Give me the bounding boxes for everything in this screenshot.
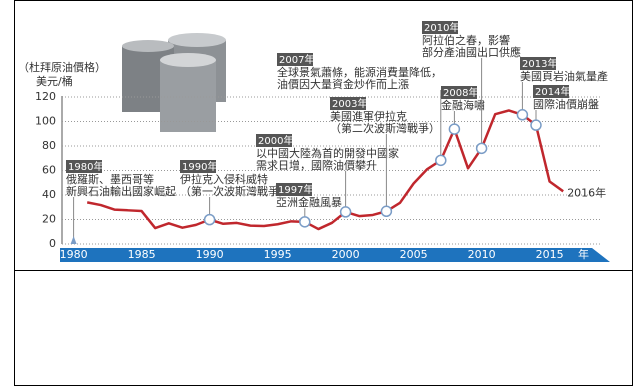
event-marker [339,206,352,218]
event-marker [475,142,488,155]
x-tick-label: 2005 [400,248,428,261]
y-tick-label: 120 [35,90,56,103]
y-tick-label: 60 [42,164,56,177]
annotation-text: （第一次波斯灣戰爭） [180,184,290,198]
event-marker [70,236,77,244]
x-axis-bar [60,248,610,262]
y-axis-unit: 美元/桶 [36,74,73,88]
annotation-label-box [66,160,102,173]
price-line [86,109,564,231]
annotation-text: 新興石油輸出國家崛起 [66,184,176,198]
barrels-illustration [122,33,226,132]
annotation-label: 2013年 [522,57,557,70]
annotation-text: 阿拉伯之春，影響 [422,33,510,47]
annotation-label: 2003年 [332,97,367,110]
annotation-text: （第二次波斯灣戰爭） [330,121,440,135]
x-tick-label: 1990 [196,248,224,261]
x-tick-label: 1985 [128,248,156,261]
annotation-label-box [422,21,458,34]
y-tick-label: 20 [42,213,56,226]
annotation-text: 美國頁岩油氣量產 [520,69,608,83]
event-marker [203,213,216,226]
annotation-text: 國際油價崩盤 [533,97,599,111]
annotation-text: 金融海嘯 [441,98,485,112]
annotation-label-box [276,183,312,196]
y-tick-label: 80 [42,139,56,152]
annotation-label-box [441,86,477,99]
annotation-text: 部分產油國出口供應 [422,45,521,59]
event-marker [435,154,447,167]
event-marker [516,109,529,121]
x-tick-label: 1995 [264,248,292,261]
annotation-text: 以中國大陸為首的開發中國家 [256,146,399,160]
annotation-label-box [256,134,292,147]
annotation-label-box [277,53,313,66]
annotation-label: 1997年 [278,183,313,196]
event-marker [448,123,461,135]
annotation-label: 2014年 [535,85,570,98]
annotation-label: 2007年 [279,53,314,66]
x-tick-label: 2015 [536,248,564,261]
annotation-label: 2000年 [258,134,293,147]
event-marker [530,119,542,131]
annotation-label: 1980年 [68,160,103,173]
x-tick-label: 1980 [60,248,88,261]
annotation-label: 2008年 [443,86,478,99]
annotation-text: 伊拉克入侵科威特 [180,172,268,186]
y-tick-label: 40 [42,188,56,201]
y-tick-label: 100 [35,115,56,128]
annotation-label-box [330,97,366,110]
annotation-text: 油價因大量資金炒作而上漲 [277,77,409,91]
x-tick-label: 2000 [332,248,360,261]
x-axis-unit: 年 [578,247,589,261]
end-label: 2016年 [567,185,606,199]
event-marker [299,216,311,228]
annotation-text: 俄羅斯、墨西哥等 [66,172,154,186]
annotation-text: 需求日增，國際油價攀升 [256,158,377,172]
annotation-label-box [533,85,569,98]
event-marker [380,205,393,218]
x-tick-label: 2010 [468,248,496,261]
frame [14,0,633,386]
annotation-text: 亞洲金融風暴 [276,195,342,209]
y-axis-label: （杜拜原油價格） [18,60,106,74]
annotation-text: 美國進軍伊拉克 [330,109,407,123]
annotation-text: 全球景氣蕭條，能源消費量降低， [277,65,442,79]
annotation-label: 1990年 [182,160,217,173]
annotation-label-box [180,160,216,173]
annotation-label: 2010年 [424,21,459,34]
annotation-label-box [520,57,556,70]
y-tick-label: 0 [49,237,56,250]
